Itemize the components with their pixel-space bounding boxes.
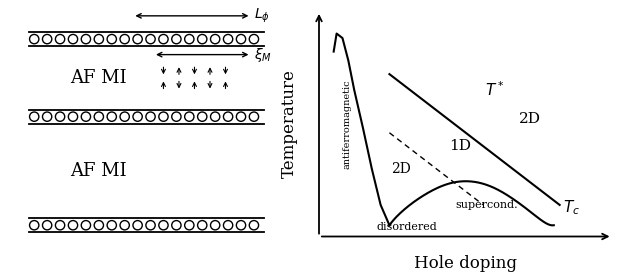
Text: AF MI: AF MI	[70, 69, 127, 87]
Text: disordered: disordered	[376, 222, 438, 232]
Text: $\xi_{M}$: $\xi_{M}$	[254, 46, 272, 64]
Text: AF MI: AF MI	[70, 162, 127, 180]
Text: supercond.: supercond.	[455, 200, 517, 210]
Text: 1D: 1D	[449, 139, 471, 153]
Text: 2D: 2D	[519, 112, 541, 126]
Text: Hole doping: Hole doping	[414, 255, 517, 272]
Text: $T_c$: $T_c$	[563, 198, 580, 216]
Text: Temperature: Temperature	[281, 69, 298, 178]
Text: 2D: 2D	[391, 162, 411, 176]
Text: antiferromagnetic: antiferromagnetic	[343, 79, 352, 169]
Text: $L_{\phi}$: $L_{\phi}$	[254, 7, 270, 25]
Text: $T^*$: $T^*$	[486, 81, 505, 99]
